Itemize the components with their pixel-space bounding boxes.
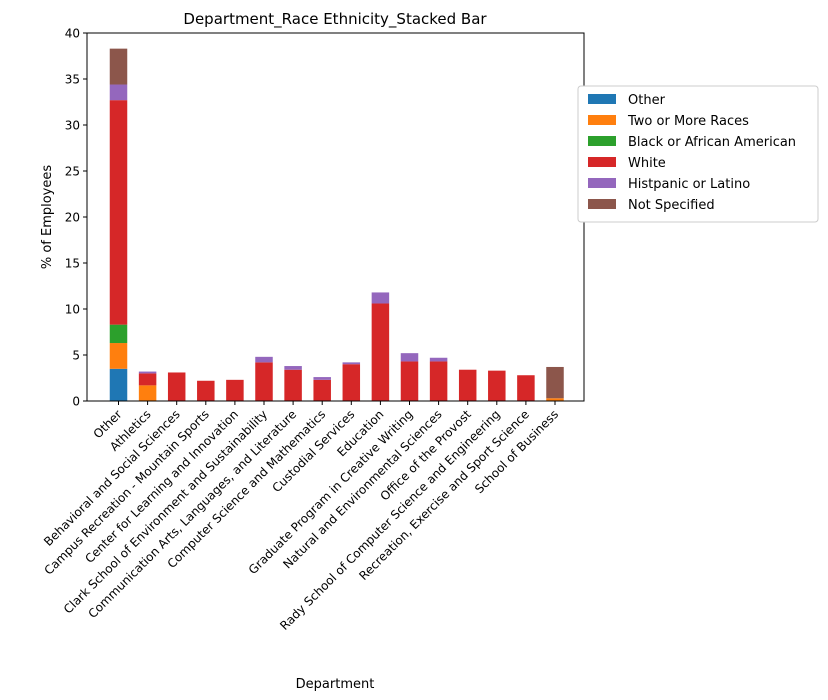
bar-segment-1-cat-1 [109,368,128,401]
y-tick-label: 30 [65,119,80,133]
legend-label: Two or More Races [627,114,749,129]
bars-layer [109,48,564,401]
bar-segment-6-cat-1 [109,48,128,85]
legend-frame [577,85,819,223]
bar-segment-5-cat-1 [109,84,128,101]
legend: Other Two or More Races Black or African A… [577,85,819,223]
plot-frame [86,32,585,402]
bar-segment-5-cat-9 [342,362,361,365]
bar-segment-4-cat-12 [429,361,448,401]
bar-segment-2-cat-2 [138,385,157,401]
legend-swatch [588,178,616,188]
bar-segment-6-cat-16 [546,366,564,399]
bar-segment-5-cat-2 [138,371,157,374]
legend-label: Histpanic or Latino [628,177,750,192]
x-axis-label: Department [296,677,375,692]
legend-swatch [588,199,616,209]
chart-title: Department_Race Ethnicity_Stacked Bar [183,10,487,29]
bar-segment-5-cat-6 [255,356,273,363]
legend-label: Not Specified [628,198,715,213]
y-axis: 0 5 10 15 20 25 30 35 40 [65,27,87,409]
bar-segment-4-cat-4 [197,380,215,401]
legend-label: Black or African American [628,135,796,150]
bar-segment-4-cat-1 [109,100,128,325]
y-tick-label: 15 [65,257,80,271]
bar-segment-4-cat-13 [458,369,477,401]
bar-segment-2-cat-16 [546,398,564,401]
bar-segment-4-cat-3 [167,372,186,401]
bar-segment-4-cat-9 [342,364,361,401]
y-tick-label: 20 [65,211,80,225]
y-tick-label: 0 [72,395,80,409]
legend-swatch [588,94,616,104]
bar-segment-4-cat-6 [255,362,273,401]
legend-swatch [588,115,616,125]
y-tick-label: 40 [65,27,80,41]
bar-segment-5-cat-10 [371,292,390,304]
bar-segment-5-cat-12 [429,357,448,362]
bar-segment-4-cat-10 [371,303,390,401]
bar-segment-4-cat-14 [488,370,506,401]
bar-segment-2-cat-1 [109,343,128,369]
x-tick-label: Clark School of Environment and Sustaina… [61,407,270,616]
legend-swatch [588,157,616,167]
y-tick-label: 5 [72,349,80,363]
y-tick-label: 25 [65,165,80,179]
legend-label: White [628,156,666,171]
y-tick-label: 35 [65,73,80,87]
legend-swatch [588,136,616,146]
bar-segment-5-cat-11 [400,353,419,362]
y-axis-label: % of Employees [40,165,55,270]
bar-segment-4-cat-2 [138,373,157,386]
legend-label: Other [628,93,666,108]
bar-segment-4-cat-7 [284,369,302,401]
bar-segment-4-cat-5 [226,379,244,401]
bar-segment-4-cat-15 [517,375,535,401]
bar-segment-4-cat-8 [313,379,331,401]
bar-segment-4-cat-11 [400,361,419,401]
bar-segment-3-cat-1 [109,324,128,344]
bar-segment-5-cat-7 [284,366,302,370]
bar-segment-5-cat-8 [313,377,331,380]
y-tick-label: 10 [65,303,80,317]
